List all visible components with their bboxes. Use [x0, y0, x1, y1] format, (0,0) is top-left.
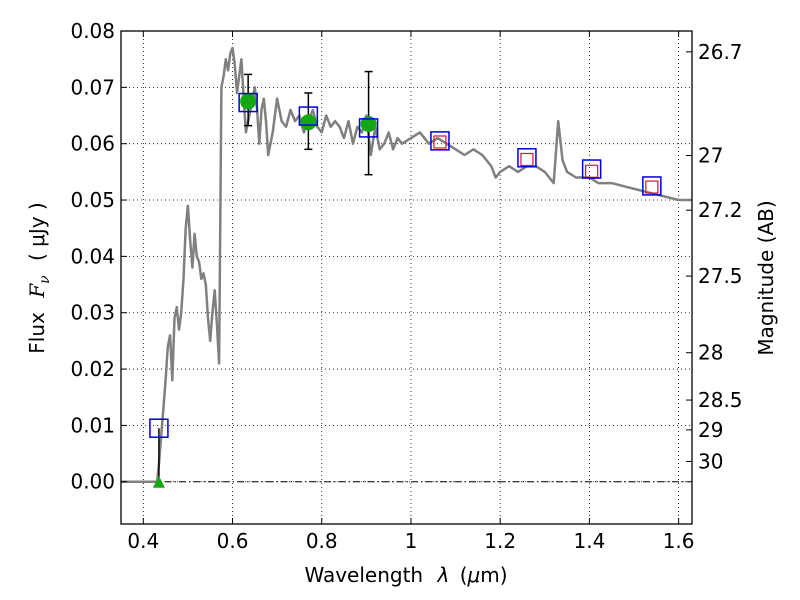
markers-group: [149, 70, 662, 488]
model-photometry-point: [642, 176, 662, 196]
y2-axis-label: Magnitude (AB): [754, 200, 778, 355]
detection-point: [300, 114, 317, 131]
detection-point: [360, 115, 377, 132]
model-photometry-point: [581, 159, 602, 179]
y-tick-label: 0.01: [70, 413, 115, 437]
x-tick-label: 0.6: [217, 529, 249, 553]
y2-tick-label: 27.5: [698, 264, 743, 288]
model-photometry-point: [358, 118, 379, 138]
observed-point: [645, 180, 659, 194]
detection-point: [240, 93, 257, 110]
y-tick-label: 0.07: [70, 75, 115, 99]
model-photometry-point: [517, 148, 537, 168]
y2-tick-label: 28: [698, 341, 723, 365]
x-tick-label: 1: [405, 529, 418, 553]
y2-tick-label: 26.7: [698, 40, 743, 64]
model-spectrum-line: [121, 46, 692, 483]
observed-point: [433, 135, 447, 149]
observed-point: [520, 152, 534, 167]
y2-tick-label: 30: [698, 449, 723, 473]
model-photometry-point: [238, 92, 258, 113]
y-tick-label: 0.06: [70, 132, 115, 156]
y-axis-label: Flux Fν ( μJy ): [25, 202, 54, 353]
plot-background: [121, 31, 692, 524]
x-axis-label-unit-mu: μ: [467, 563, 481, 587]
x-axis-label-symbol: λ: [436, 563, 449, 587]
x-axis-label-unit-open: (: [460, 563, 468, 587]
x-tick-label: 1.6: [663, 529, 695, 553]
y2-tick-label: 27: [698, 144, 723, 168]
x-tick-label: 0.8: [306, 529, 338, 553]
ticks-group: 0.4 0.6 0.8 1 1.2 1.4 1.6 0.00 0.01 0.02 0.03 0.04 0…: [70, 19, 742, 553]
y-tick-label: 0.04: [70, 244, 115, 268]
plot-frame: [120, 30, 693, 525]
non-detection-point: [152, 475, 165, 488]
y-tick-label: 0.03: [70, 301, 115, 325]
x-axis-label-text: Wavelength: [304, 563, 423, 587]
model-photometry-point: [298, 106, 319, 126]
y2-tick-label: 29: [698, 418, 723, 442]
y-tick-label: 0.00: [70, 470, 115, 494]
model-spectrum-group: [121, 46, 692, 483]
x-axis-label: Wavelength λ (μm): [304, 563, 507, 587]
x-tick-label: 1.4: [573, 529, 605, 553]
y-tick-label: 0.02: [70, 357, 115, 381]
y2-tick-label: 27.2: [698, 198, 743, 222]
x-axis-label-unit-rest: m): [480, 563, 507, 587]
model-photometry-point: [430, 131, 450, 151]
y-axis-label-subscript: ν: [37, 275, 53, 284]
y-tick-label: 0.08: [70, 19, 115, 43]
y-axis-label-unit: ( μJy ): [25, 202, 49, 261]
y-axis-label-text: Flux: [25, 312, 49, 354]
model-photometry-point: [149, 418, 169, 438]
y2-tick-label: 28.5: [698, 388, 743, 412]
x-tick-label: 0.4: [127, 529, 159, 553]
x-tick-label: 1.2: [484, 529, 516, 553]
y-tick-label: 0.05: [70, 188, 115, 212]
y-axis-label-symbol: F: [25, 283, 49, 299]
